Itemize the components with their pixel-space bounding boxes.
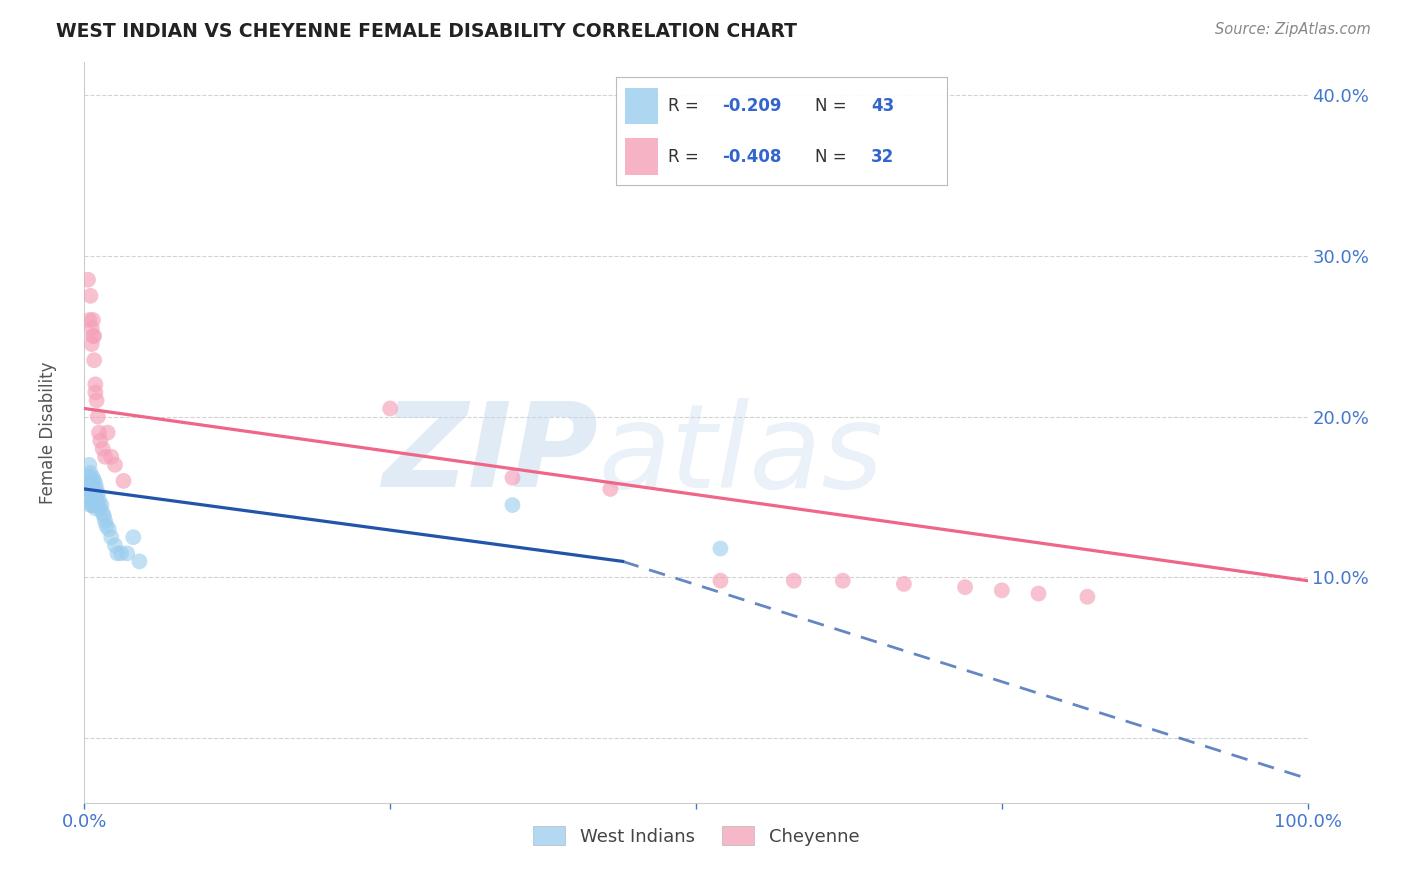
Point (1028, 586, 1050, 600)
Point (84, 477, 107, 491)
Point (79, 498, 101, 512)
Point (83, 474, 105, 488)
Point (77, 493, 100, 508)
Point (84, 490, 107, 504)
Point (97, 522, 120, 536)
Point (80, 321, 103, 335)
Point (991, 583, 1014, 598)
Point (82, 329, 104, 343)
Point (100, 450, 122, 464)
Point (94, 514, 117, 528)
Point (77, 458, 100, 472)
Point (77, 482, 100, 496)
Point (82, 313, 104, 327)
Point (84, 385, 107, 400)
Point (83, 487, 105, 501)
Point (599, 482, 621, 496)
Point (100, 530, 122, 544)
Legend: West Indians, Cheyenne: West Indians, Cheyenne (526, 819, 866, 853)
Point (86, 393, 108, 408)
Point (502, 498, 524, 512)
Point (82, 471, 104, 485)
Point (87, 487, 110, 501)
Text: Female Disability: Female Disability (38, 361, 56, 504)
Text: Source: ZipAtlas.com: Source: ZipAtlas.com (1215, 22, 1371, 37)
Point (83, 329, 105, 343)
Point (89, 434, 111, 448)
Point (79, 466, 101, 480)
Point (380, 401, 402, 416)
Point (709, 541, 731, 556)
Point (80, 498, 103, 512)
Point (86, 482, 108, 496)
Point (89, 501, 111, 516)
Point (82, 493, 104, 508)
Point (112, 474, 135, 488)
Point (97, 425, 120, 440)
Point (104, 458, 127, 472)
Point (128, 554, 150, 568)
Point (79, 289, 101, 303)
Point (77, 273, 100, 287)
Point (91, 442, 114, 456)
Point (84, 377, 107, 392)
Point (110, 546, 132, 560)
Text: WEST INDIAN VS CHEYENNE FEMALE DISABILITY CORRELATION CHART: WEST INDIAN VS CHEYENNE FEMALE DISABILIT… (56, 22, 797, 41)
Point (122, 530, 145, 544)
Point (80, 337, 103, 351)
Point (115, 546, 138, 560)
Point (96, 519, 118, 533)
Point (79, 482, 101, 496)
Point (893, 577, 915, 591)
Point (709, 574, 731, 588)
Point (77, 482, 100, 496)
Point (76, 474, 98, 488)
Point (87, 498, 110, 512)
Point (502, 471, 524, 485)
Point (105, 546, 128, 560)
Point (80, 477, 103, 491)
Point (84, 501, 107, 516)
Text: ZIP: ZIP (382, 397, 598, 512)
Point (82, 482, 104, 496)
Point (87, 425, 110, 440)
Point (91, 506, 114, 520)
Point (77, 313, 100, 327)
Point (953, 580, 976, 594)
Point (87, 409, 110, 424)
Point (79, 474, 101, 488)
Point (83, 498, 105, 512)
Point (80, 487, 103, 501)
Point (104, 538, 127, 552)
Point (94, 450, 117, 464)
Point (87, 493, 110, 508)
Point (93, 509, 115, 524)
Point (831, 574, 853, 588)
Point (83, 353, 105, 368)
Point (783, 574, 806, 588)
Point (86, 493, 108, 508)
Point (90, 498, 112, 512)
Point (77, 469, 100, 483)
Point (1076, 590, 1098, 604)
Text: atlas: atlas (598, 398, 883, 512)
